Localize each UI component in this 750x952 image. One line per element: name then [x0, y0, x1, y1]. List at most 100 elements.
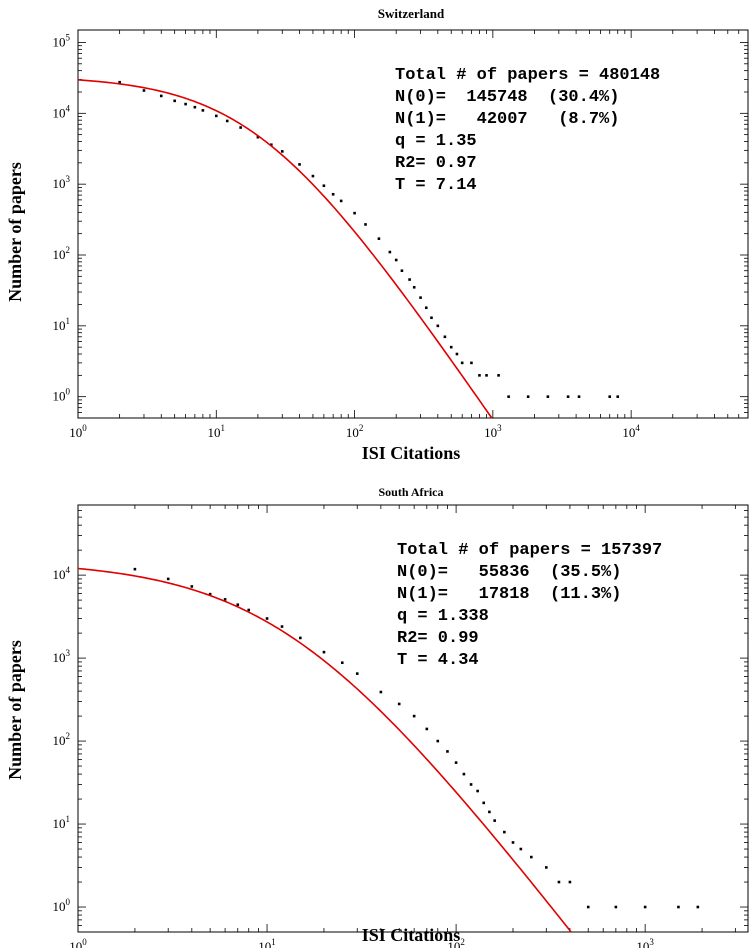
data-points: [133, 567, 700, 909]
data-point: [460, 361, 464, 365]
data-point: [436, 324, 440, 328]
data-point: [190, 585, 194, 588]
data-point: [270, 143, 273, 147]
y-tick-labels: 100 101 102 103 104 105: [53, 32, 71, 403]
data-point: [643, 905, 647, 909]
x-axis-label: ISI Citations: [362, 443, 461, 463]
data-point: [482, 801, 486, 805]
x-tick-labels: 100 101 102 103: [69, 937, 654, 948]
data-point: [331, 192, 335, 196]
chart-switzerland: Switzerland 100 101 102 103 104 100 101 102 103…: [5, 6, 749, 463]
stat-line: R2= 0.97: [395, 154, 477, 173]
y-tick-label: 104: [53, 103, 71, 120]
data-point: [201, 109, 205, 112]
data-point: [436, 739, 440, 743]
y-tick-labels: 100 101 102 103 104: [53, 565, 71, 914]
data-point: [166, 577, 170, 581]
stat-line: q = 1.35: [395, 132, 477, 151]
y-tick-label: 102: [53, 245, 71, 262]
data-point: [239, 126, 242, 129]
chart-title: South Africa: [378, 485, 443, 499]
data-point: [469, 783, 473, 786]
data-point: [236, 603, 240, 607]
data-point: [133, 567, 137, 571]
stat-line: T = 4.34: [397, 651, 479, 670]
data-point: [443, 335, 447, 339]
data-points: [118, 80, 620, 398]
stat-line: N(0)= 55836 (35.5%): [397, 563, 621, 582]
y-tick-label: 100: [53, 897, 71, 914]
plot-border: [77, 504, 749, 933]
stat-line: Total # of papers = 157397: [397, 541, 662, 560]
stat-line: N(0)= 145748 (30.4%): [395, 88, 619, 107]
data-point: [339, 199, 343, 203]
data-point: [408, 278, 411, 281]
data-point: [299, 636, 302, 640]
y-tick-label: 100: [53, 387, 71, 404]
data-point: [184, 102, 187, 106]
data-point: [614, 905, 618, 909]
data-point: [557, 880, 561, 884]
data-point: [256, 135, 260, 139]
x-tick-labels: 100 101 102 103 104: [69, 423, 640, 440]
data-point: [493, 819, 496, 822]
stat-line: R2= 0.99: [397, 629, 479, 648]
data-point: [388, 250, 392, 254]
stats-box: Total # of papers = 480148 N(0)= 145748 (…: [395, 66, 660, 195]
data-point: [225, 119, 229, 123]
data-point: [400, 269, 404, 273]
data-point: [446, 750, 449, 753]
data-point: [340, 661, 344, 665]
data-point: [394, 258, 398, 262]
data-point: [568, 880, 572, 884]
data-point: [497, 374, 500, 377]
data-point: [364, 223, 367, 226]
data-point: [247, 608, 251, 612]
plot-frame: [77, 504, 749, 933]
data-point: [519, 847, 523, 851]
x-tick-label: 102: [346, 423, 364, 440]
stat-line: T = 7.14: [395, 176, 477, 195]
x-tick-label: 102: [447, 937, 465, 948]
data-point: [412, 285, 416, 289]
data-point: [507, 395, 510, 398]
stat-line: Total # of papers = 480148: [395, 66, 660, 85]
x-tick-label: 100: [69, 423, 87, 440]
axis-ticks: [77, 30, 749, 419]
data-point: [470, 361, 473, 365]
data-point: [454, 761, 458, 764]
data-point: [544, 866, 548, 869]
data-point: [424, 306, 428, 310]
y-tick-label: 105: [53, 32, 71, 49]
data-point: [265, 617, 269, 620]
data-point: [530, 855, 533, 859]
data-point: [118, 80, 121, 84]
data-point: [412, 714, 416, 718]
stats-box: Total # of papers = 157397 N(0)= 55836 (3…: [397, 541, 662, 670]
data-point: [485, 374, 488, 377]
data-point: [566, 395, 570, 398]
stat-line: q = 1.338: [397, 607, 489, 626]
data-point: [546, 395, 550, 398]
x-axis-label: ISI Citations: [362, 925, 461, 945]
data-point: [586, 905, 590, 909]
data-point: [280, 150, 284, 153]
fit-curve: [77, 79, 493, 419]
data-point: [322, 184, 326, 188]
data-point: [322, 650, 326, 654]
x-tick-label: 104: [622, 423, 640, 440]
x-tick-label: 103: [636, 937, 654, 948]
y-tick-label: 103: [53, 174, 71, 191]
data-point: [616, 395, 620, 398]
plot-frame: [77, 29, 749, 419]
stat-line: N(1)= 17818 (11.3%): [397, 585, 621, 604]
x-tick-label: 100: [69, 937, 87, 948]
data-point: [214, 114, 218, 118]
data-point: [449, 345, 453, 349]
data-point: [379, 690, 383, 694]
fit-curve: [77, 567, 572, 933]
data-point: [208, 592, 212, 596]
data-point: [608, 395, 612, 398]
data-point: [298, 163, 301, 166]
stat-line: N(1)= 42007 (8.7%): [395, 110, 619, 129]
